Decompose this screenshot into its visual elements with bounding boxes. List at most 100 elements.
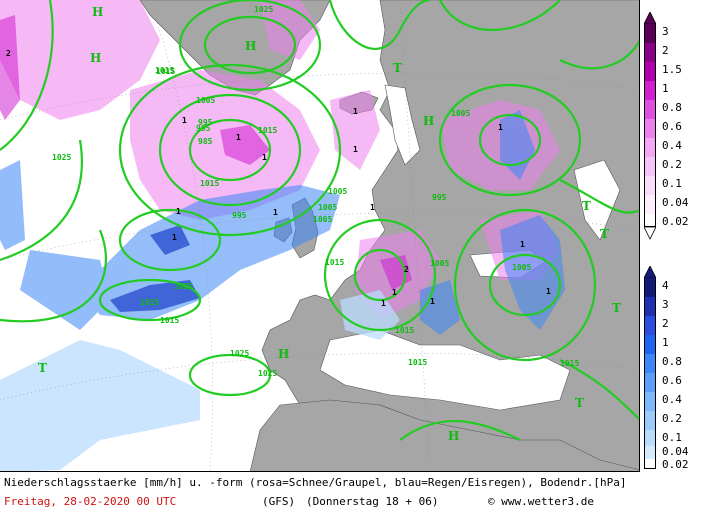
rain-tick: 0.2 (662, 412, 682, 425)
low-pressure-symbol: T (582, 199, 591, 213)
precip-label: 1 (273, 208, 278, 217)
snow-heavy-areas (0, 15, 412, 290)
rain-swatch (644, 411, 656, 430)
precip-label: 1 (182, 116, 187, 125)
rain-swatch (644, 316, 656, 335)
isobar-label: 1015 (408, 358, 427, 367)
snow-tick: 0.4 (662, 139, 682, 152)
isobar-label: 1015 (160, 316, 179, 325)
rain-tick: 2 (662, 317, 669, 330)
precip-label: 1 (370, 203, 375, 212)
snow-tick: 0.1 (662, 177, 682, 190)
low-pressure-symbol: T (38, 361, 47, 375)
precip-label: 1 (520, 240, 525, 249)
precip-label: 2 (404, 265, 409, 274)
isobar-label: 995 (196, 124, 211, 133)
mediterranean-sea (319, 329, 571, 411)
forecast-date: Freitag, 28-02-2020 00 UTC (4, 495, 177, 508)
rain-swatch (644, 430, 656, 446)
precip-label: 1 (262, 153, 267, 162)
snow-swatch (644, 62, 656, 81)
rain-swatch (644, 446, 656, 459)
rain-swatch (644, 459, 656, 469)
rain-tick: 0.4 (662, 393, 682, 406)
pressure-centers: H H H H H H T T T T T T (38, 5, 621, 443)
isobar-label: 1005 (328, 187, 347, 196)
rain-tick: 0.8 (662, 355, 682, 368)
snow-tick: 1.5 (662, 63, 682, 76)
isobar-label: 1015 (395, 326, 414, 335)
precip-label: 1 (392, 288, 397, 297)
snow-tick: 0.6 (662, 120, 682, 133)
legend-panel: 3 2 1.5 1 0.8 0.6 0.4 0.2 0.1 0.04 0.02 (640, 0, 704, 472)
isobar-label: 1015 (325, 258, 344, 267)
snow-swatch (644, 176, 656, 195)
isobar-label: 1025 (52, 153, 71, 162)
precip-label: 1 (172, 233, 177, 242)
isobar-label: 985 (198, 137, 213, 146)
isobar-label: 995 (432, 193, 447, 202)
high-pressure-symbol: H (278, 347, 289, 361)
isobar-label: 1015 (155, 66, 174, 75)
snow-swatch (644, 214, 656, 227)
chart-footer: Niederschlagsstaerke [mm/h] u. -form (ro… (0, 472, 704, 513)
source-credit: © www.wetter3.de (488, 495, 594, 508)
isobar-label: 1005 (196, 96, 215, 105)
precip-labels: 1 1 1 1 1 1 1 1 1 1 1 1 2 1 1 1 2 (6, 49, 551, 308)
rain-tick: 0.04 (662, 445, 689, 458)
snow-swatch (644, 43, 656, 62)
rain-tick: 3 (662, 298, 669, 311)
chart-description: Niederschlagsstaerke [mm/h] u. -form (ro… (4, 476, 627, 489)
graticule (0, 0, 639, 471)
snow-tick: 0.04 (662, 196, 689, 209)
rain-swatch (644, 335, 656, 354)
isobar-label: 1015 (140, 298, 159, 307)
snow-swatch (644, 195, 656, 214)
snow-tick: 3 (662, 25, 669, 38)
high-pressure-symbol: H (448, 429, 459, 443)
baltic-sea (384, 84, 421, 166)
snow-tick: 0.2 (662, 158, 682, 171)
model-name: (GFS) (262, 495, 296, 508)
precip-label: 1 (546, 287, 551, 296)
isobar-label: 995 (198, 118, 213, 127)
rain-areas (0, 110, 565, 335)
snow-swatch (644, 157, 656, 176)
high-pressure-symbol: H (92, 5, 103, 19)
rain-tick: 4 (662, 279, 669, 292)
snow-tick: 0.8 (662, 101, 682, 114)
precipitation-map: 1025 1015 1005 995 985 1025 1015 1005 99… (0, 0, 640, 472)
isobar-label: 1025 (174, 282, 193, 291)
rain-swatch (644, 354, 656, 373)
high-pressure-symbol: H (90, 51, 101, 65)
isobar-label: 1005 (318, 203, 337, 212)
precip-label: 1 (353, 145, 358, 154)
rain-legend-top-arrow (644, 266, 656, 278)
snow-tick: 2 (662, 44, 669, 57)
isobar-label: 1005 (512, 263, 531, 272)
low-pressure-symbol: T (600, 227, 609, 241)
rain-swatch (644, 278, 656, 297)
snow-swatch (644, 119, 656, 138)
precip-label: 1 (236, 133, 241, 142)
isobar-label: 1025 (258, 369, 277, 378)
isobar-label: 995 (232, 211, 247, 220)
snow-legend-bottom-arrow (644, 227, 656, 240)
isobar-label: 1015 (200, 179, 219, 188)
precip-label: 2 (6, 49, 11, 58)
low-pressure-symbol: T (612, 301, 621, 315)
snow-swatch (644, 81, 656, 100)
north-africa (249, 399, 639, 471)
isobar-label: 1025 (254, 5, 273, 14)
rain-swatch (644, 392, 656, 411)
isobar-label: 1005 (313, 215, 332, 224)
low-pressure-symbol: T (575, 396, 584, 410)
precip-label: 1 (176, 207, 181, 216)
snow-swatch (644, 24, 656, 43)
rain-tick: 0.1 (662, 431, 682, 444)
snow-legend-top-arrow (644, 12, 656, 24)
isobar-label: 1025 (230, 349, 249, 358)
chart-meta-line: Freitag, 28-02-2020 00 UTC (GFS) (Donner… (4, 495, 594, 508)
high-pressure-symbol: H (423, 114, 434, 128)
rain-swatch (644, 297, 656, 316)
